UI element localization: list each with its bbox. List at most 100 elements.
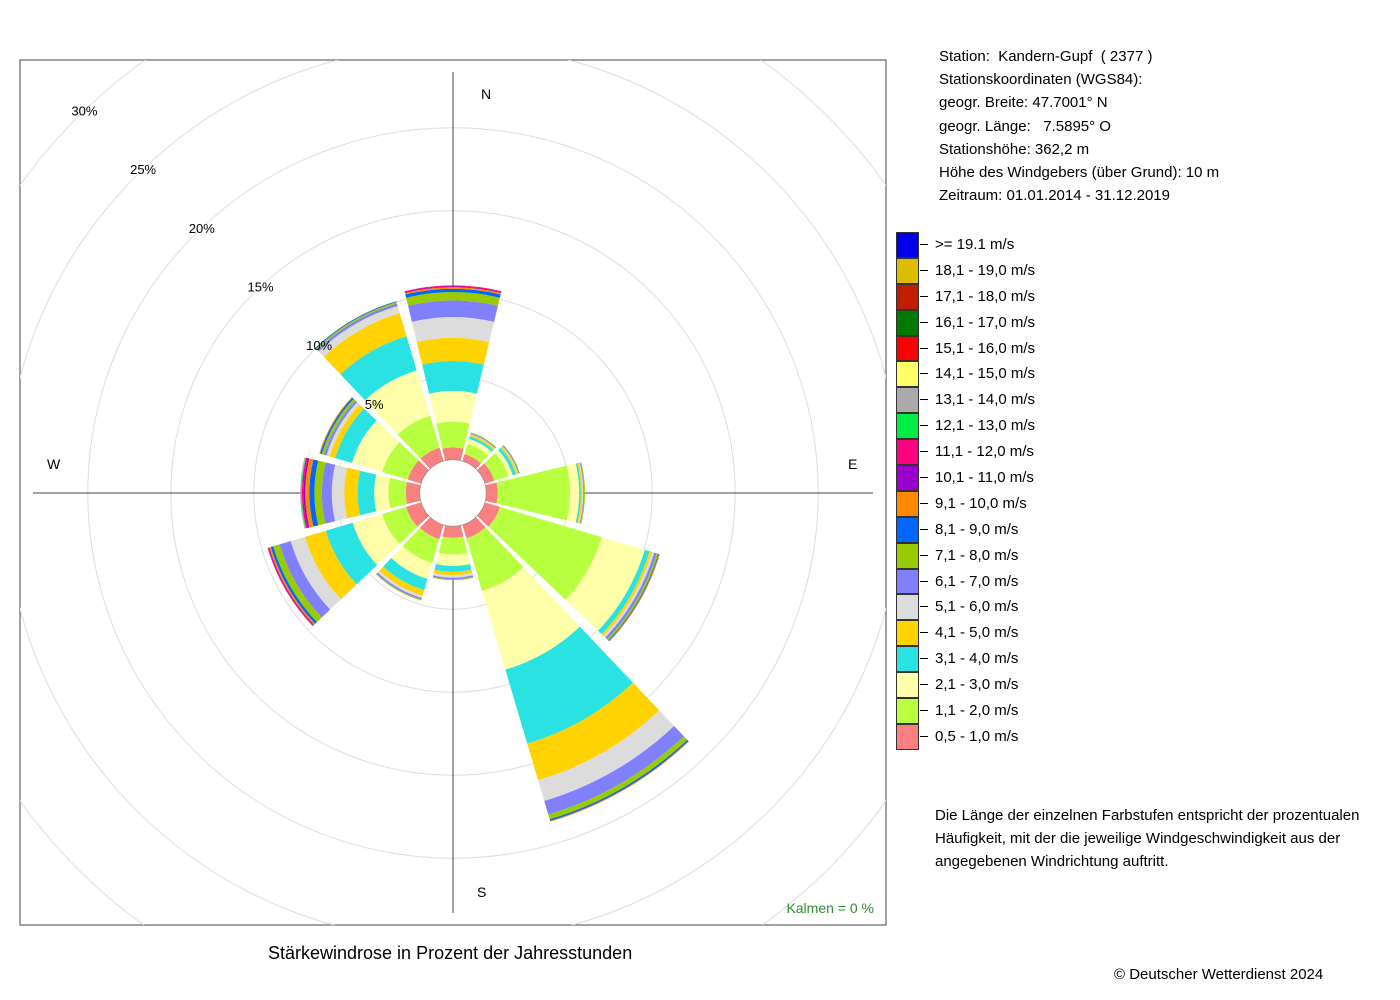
legend-swatch <box>896 594 919 621</box>
legend-swatch <box>896 542 919 569</box>
legend-swatch <box>896 439 919 466</box>
legend-label: 10,1 - 11,0 m/s <box>935 469 1034 487</box>
legend-swatch <box>896 232 919 258</box>
legend-swatch <box>896 698 919 724</box>
sector-segment <box>301 457 308 529</box>
sector-segment <box>365 370 431 435</box>
legend-tick <box>920 710 928 712</box>
sector-segment <box>314 460 326 526</box>
station-coordinates-heading: Stationskoordinaten (WGS84): <box>939 71 1143 89</box>
legend-label: 12,1 - 13,0 m/s <box>935 417 1036 435</box>
sector-segment <box>527 682 660 781</box>
sector-segment <box>352 513 400 565</box>
sector-segment <box>598 549 650 635</box>
sector-segment <box>442 447 464 461</box>
legend-tick <box>920 606 928 608</box>
sector-segment <box>538 710 675 801</box>
legend-label: 2,1 - 3,0 m/s <box>935 676 1019 694</box>
legend-label: 16,1 - 17,0 m/s <box>935 313 1036 331</box>
sector-segment <box>495 450 513 477</box>
sector-segment <box>462 517 486 539</box>
sector-segment <box>469 434 495 451</box>
sector-0 <box>404 285 502 461</box>
legend-swatch <box>896 283 919 310</box>
sector-segment <box>565 537 645 631</box>
legend-label: 11,1 - 12,0 m/s <box>935 443 1034 461</box>
station-altitude: Stationshöhe: 362,2 m <box>939 140 1090 158</box>
anemometer-height: Höhe des Windgebers (über Grund): 10 m <box>939 164 1220 182</box>
legend-label: >= 19.1 m/s <box>935 236 1015 253</box>
station-info: Station: Kandern-Gupf ( 2377 ) Stationsk… <box>939 45 1219 207</box>
sector-segment <box>482 567 580 670</box>
legend-swatch <box>896 309 919 336</box>
sector-segment <box>434 564 472 572</box>
sector-segment <box>436 421 470 449</box>
ring-label: 15% <box>248 280 274 295</box>
sector-segment <box>376 572 422 600</box>
legend-tick <box>920 554 928 556</box>
sector-segment <box>470 433 496 449</box>
legend-swatch <box>896 672 919 699</box>
sector-segment <box>416 337 490 365</box>
sector-segment <box>433 572 473 578</box>
sector-segment <box>467 438 492 456</box>
sector-segment <box>498 447 516 476</box>
legend-label: 17,1 - 18,0 m/s <box>935 287 1036 305</box>
sector-segment <box>411 317 495 343</box>
sector-segment <box>575 463 581 523</box>
sector-30 <box>462 432 497 469</box>
sector-segment <box>351 420 400 473</box>
legend-tick <box>920 244 928 245</box>
legend-label: 4,1 - 5,0 m/s <box>935 624 1019 642</box>
legend-swatch <box>896 620 919 647</box>
sector-segment <box>469 436 494 453</box>
sector-segment <box>601 551 652 636</box>
sector-segment <box>500 446 518 475</box>
sector-segment <box>603 551 655 638</box>
sector-60 <box>477 445 520 484</box>
sector-segment <box>374 474 391 512</box>
legend-tick <box>920 735 928 737</box>
legend-label: 1,1 - 2,0 m/s <box>935 702 1019 720</box>
sector-segment <box>442 525 464 538</box>
sector-segment <box>290 536 342 610</box>
sector-segment <box>578 462 584 524</box>
sector-segment <box>318 305 400 357</box>
legend-label: 0,5 - 1,0 m/s <box>935 727 1019 745</box>
sector-segment <box>388 477 407 509</box>
station-name: Station: Kandern-Gupf ( 2377 ) <box>939 48 1153 65</box>
legend-swatch <box>896 490 919 517</box>
sector-segment <box>470 434 496 450</box>
legend-label: 6,1 - 7,0 m/s <box>935 572 1019 590</box>
legend-swatch <box>896 516 919 543</box>
sector-segment <box>432 576 474 581</box>
sector-segment <box>408 300 498 322</box>
sector-segment <box>501 446 519 474</box>
station-longitude: geogr. Länge: 7.5895° O <box>939 117 1111 135</box>
legend-swatch <box>896 257 919 284</box>
sector-segment <box>273 544 322 623</box>
sector-segment <box>406 292 500 306</box>
sector-segment <box>488 506 602 600</box>
sector-segment <box>391 545 433 579</box>
sector-segment <box>300 457 306 529</box>
sector-segment <box>335 408 377 464</box>
sector-segment <box>405 481 421 505</box>
sector-segment <box>377 570 423 599</box>
time-period: Zeitraum: 01.01.2014 - 31.12.2019 <box>939 187 1170 205</box>
legend-label: 7,1 - 8,0 m/s <box>935 546 1019 564</box>
ring-label: 30% <box>71 103 97 118</box>
legend-label: 15,1 - 16,0 m/s <box>935 339 1036 357</box>
legend-tick <box>920 347 928 349</box>
legend-tick <box>920 269 928 271</box>
sector-segment <box>382 442 419 480</box>
explanation-note: Die Länge der einzelnen Farbstufen entsp… <box>935 807 1360 871</box>
legend-tick <box>920 451 928 453</box>
legend-swatch <box>896 723 919 750</box>
sector-segment <box>548 736 688 820</box>
ring-label: 10% <box>306 338 332 353</box>
sector-segment <box>422 361 484 394</box>
legend-swatch <box>896 335 919 362</box>
legend-label: 18,1 - 19,0 m/s <box>935 261 1036 279</box>
sector-segment <box>466 527 524 591</box>
